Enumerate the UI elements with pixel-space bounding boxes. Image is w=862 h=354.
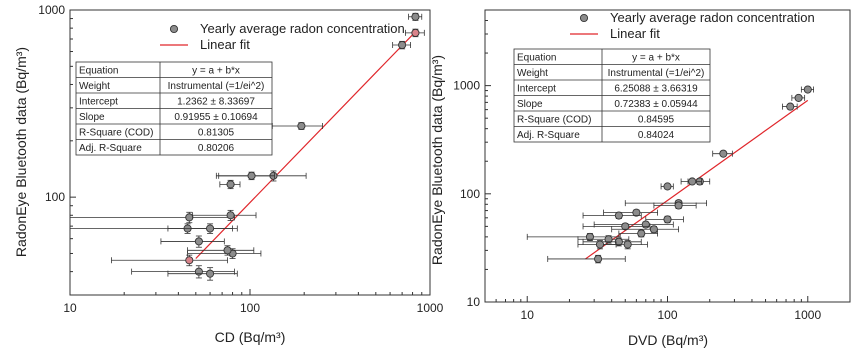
stats-key: R-Square (COD) bbox=[517, 115, 591, 126]
stats-key: Equation bbox=[79, 66, 118, 77]
data-point bbox=[206, 224, 215, 233]
data-points bbox=[526, 85, 814, 264]
data-point bbox=[594, 254, 603, 263]
x-tick-label: 1000 bbox=[417, 301, 444, 315]
x-axis-label: DVD (Bq/m³) bbox=[628, 332, 708, 348]
data-point bbox=[794, 93, 803, 102]
data-point bbox=[226, 180, 235, 189]
legend-label: Yearly average radon concentration bbox=[200, 21, 405, 36]
stats-value: Instrumental (=1/ei^2) bbox=[168, 81, 265, 92]
stats-value: 1.2362 ± 8.33697 bbox=[177, 97, 255, 108]
stats-key: Slope bbox=[79, 112, 105, 123]
data-point bbox=[641, 220, 650, 229]
stats-key: R-Square (COD) bbox=[79, 128, 153, 139]
data-point bbox=[614, 211, 623, 220]
stats-key: Intercept bbox=[517, 84, 556, 95]
data-point bbox=[185, 213, 194, 222]
stats-value: 0.84595 bbox=[638, 115, 675, 126]
data-point bbox=[194, 237, 203, 246]
axis-ticks: 10 100 1000 10 100 1000 bbox=[453, 9, 851, 322]
x-tick-label: 10 bbox=[521, 308, 535, 322]
stats-value: 6.25088 ± 3.66319 bbox=[614, 84, 698, 95]
data-point bbox=[663, 215, 672, 224]
y-tick-label: 1000 bbox=[38, 3, 65, 17]
stats-value: 0.72383 ± 0.05944 bbox=[614, 99, 698, 110]
data-point bbox=[803, 85, 812, 94]
data-point bbox=[674, 201, 683, 210]
data-point bbox=[604, 235, 613, 244]
legend-label: Linear fit bbox=[610, 26, 660, 41]
data-points bbox=[69, 12, 425, 281]
data-point bbox=[786, 102, 795, 111]
y-tick-label: 10 bbox=[467, 295, 481, 309]
stats-key: Equation bbox=[517, 53, 556, 64]
data-point bbox=[688, 177, 697, 186]
data-point bbox=[621, 222, 630, 231]
stats-value: 0.91955 ± 0.10694 bbox=[174, 112, 258, 123]
legend-label: Linear fit bbox=[200, 37, 250, 52]
data-point bbox=[649, 225, 658, 234]
stats-key: Weight bbox=[517, 68, 548, 79]
data-point bbox=[226, 211, 235, 220]
legend-marker bbox=[169, 24, 179, 34]
stats-value: 0.80206 bbox=[198, 143, 235, 154]
x-tick-label: 1000 bbox=[794, 308, 821, 322]
data-point bbox=[663, 182, 672, 191]
x-tick-label: 10 bbox=[63, 301, 77, 315]
stats-value: 0.84024 bbox=[638, 130, 675, 141]
data-point bbox=[297, 121, 306, 131]
stats-value: y = a + b*x bbox=[192, 66, 240, 77]
data-point bbox=[719, 149, 728, 158]
data-point bbox=[637, 229, 646, 238]
y-axis-label: RadonEye Bluetooth data (Bq/m³) bbox=[13, 47, 29, 257]
axis-ticks: 10 100 1000 100 1000 bbox=[38, 3, 443, 315]
data-point bbox=[194, 267, 203, 276]
stats-key: Adj. R-Square bbox=[517, 130, 580, 141]
y-tick-label: 1000 bbox=[453, 79, 480, 93]
data-point bbox=[247, 171, 256, 180]
legend: Yearly average radon concentrationLinear… bbox=[570, 10, 815, 41]
stats-key: Weight bbox=[79, 81, 110, 92]
x-tick-label: 100 bbox=[657, 308, 677, 322]
stats-table: Equation y = a + b*x Weight Instrumental (=… bbox=[75, 61, 273, 156]
chart-cd: 10 100 1000 100 1000 CD (Bq/m³) RadonEye Blu… bbox=[13, 3, 444, 345]
legend: Yearly average radon concentrationLinear… bbox=[160, 21, 405, 52]
stats-key: Intercept bbox=[79, 97, 118, 108]
data-point bbox=[223, 246, 232, 255]
stats-table: Equation y = a + b*x Weight Instrumental (=… bbox=[513, 48, 711, 143]
y-axis-label: RadonEye Bluetooth data (Bq/m³) bbox=[429, 55, 445, 265]
data-point bbox=[206, 269, 215, 278]
x-tick-label: 100 bbox=[240, 301, 260, 315]
stats-key: Slope bbox=[517, 99, 543, 110]
stats-key: Adj. R-Square bbox=[79, 143, 142, 154]
data-point bbox=[623, 240, 632, 249]
data-point bbox=[595, 240, 605, 249]
stats-value: y = a + b*x bbox=[632, 53, 680, 64]
stats-value: Instrumental (=1/ei^2) bbox=[608, 68, 705, 79]
data-point bbox=[185, 256, 194, 265]
stats-value: 0.81305 bbox=[198, 128, 235, 139]
data-point bbox=[614, 237, 623, 246]
data-point bbox=[585, 232, 595, 241]
y-tick-label: 100 bbox=[460, 187, 480, 201]
x-axis-label: CD (Bq/m³) bbox=[215, 329, 286, 345]
data-point bbox=[398, 40, 407, 50]
y-tick-label: 100 bbox=[45, 190, 65, 204]
chart-dvd: 10 100 1000 10 100 1000 DVD (Bq/m³) RadonEye … bbox=[429, 9, 851, 348]
legend-marker bbox=[579, 13, 589, 23]
data-point bbox=[411, 12, 420, 21]
data-point bbox=[632, 208, 641, 217]
data-point bbox=[411, 28, 420, 37]
legend-label: Yearly average radon concentration bbox=[610, 10, 815, 25]
